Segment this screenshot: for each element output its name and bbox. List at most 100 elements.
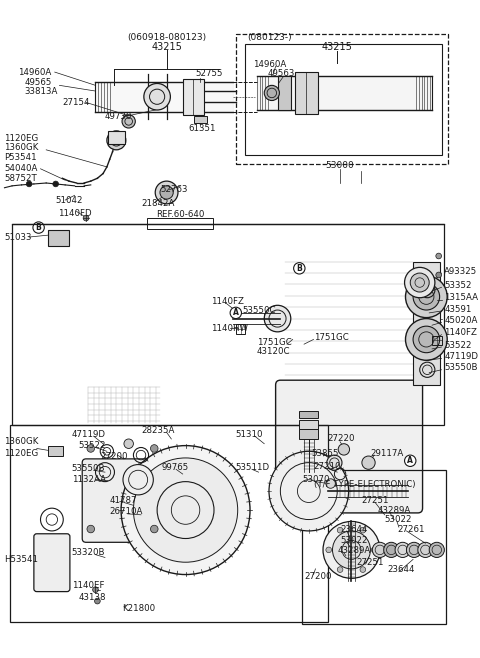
Text: (080123-): (080123-): [247, 34, 292, 43]
Text: (T/F TYPE-ELECTRONIC): (T/F TYPE-ELECTRONIC): [313, 480, 415, 489]
Text: 1140FZ: 1140FZ: [211, 297, 244, 306]
Text: 49730: 49730: [105, 112, 132, 121]
Circle shape: [151, 525, 158, 533]
FancyBboxPatch shape: [34, 534, 70, 592]
Text: 33813A: 33813A: [24, 87, 58, 95]
Circle shape: [151, 445, 158, 452]
Circle shape: [327, 455, 342, 470]
Text: 23644: 23644: [340, 524, 368, 534]
Text: 51033: 51033: [4, 232, 32, 241]
Text: 23644: 23644: [387, 565, 415, 574]
Text: 53022: 53022: [384, 515, 412, 524]
Text: 99765: 99765: [162, 463, 189, 472]
Text: 53320B: 53320B: [72, 548, 105, 557]
Text: B: B: [36, 223, 41, 232]
Circle shape: [123, 465, 153, 495]
Circle shape: [418, 542, 433, 557]
Circle shape: [107, 131, 126, 150]
Text: 53070: 53070: [302, 475, 330, 484]
Circle shape: [372, 542, 387, 557]
Circle shape: [410, 273, 429, 292]
Bar: [245, 43, 442, 155]
Text: 1751GC: 1751GC: [313, 333, 348, 342]
Text: 53550B: 53550B: [444, 363, 478, 372]
Bar: [48, 445, 63, 456]
Bar: [183, 79, 204, 114]
Circle shape: [429, 542, 444, 557]
Text: 53000: 53000: [326, 161, 354, 170]
Bar: [432, 336, 442, 345]
Text: (060918-080123): (060918-080123): [127, 34, 206, 43]
Text: 1315AA: 1315AA: [444, 293, 479, 302]
FancyBboxPatch shape: [82, 459, 166, 542]
Text: A: A: [233, 309, 239, 317]
Text: 29117A: 29117A: [371, 449, 404, 458]
Bar: [12, 224, 444, 425]
Bar: [236, 34, 448, 164]
Circle shape: [87, 525, 95, 533]
Text: 1140HW: 1140HW: [211, 324, 248, 332]
Text: 47119D: 47119D: [444, 352, 479, 361]
Bar: [10, 425, 328, 622]
Text: 1140FD: 1140FD: [58, 209, 91, 218]
Text: 27200: 27200: [100, 453, 128, 461]
Circle shape: [436, 272, 442, 278]
Text: 27251: 27251: [361, 496, 388, 505]
Circle shape: [360, 567, 366, 572]
Circle shape: [83, 215, 89, 221]
Bar: [194, 116, 207, 123]
Text: 1140FZ: 1140FZ: [444, 328, 477, 338]
FancyBboxPatch shape: [276, 380, 422, 513]
Text: 58752T: 58752T: [4, 174, 37, 183]
Text: REF.60-640: REF.60-640: [156, 210, 204, 219]
Circle shape: [333, 531, 371, 569]
Circle shape: [406, 318, 447, 361]
Circle shape: [395, 542, 410, 557]
Text: 27220: 27220: [328, 434, 355, 443]
Text: A: A: [408, 456, 413, 465]
Circle shape: [326, 547, 332, 553]
Text: 1120EG: 1120EG: [4, 449, 39, 458]
Circle shape: [124, 439, 133, 449]
Text: 27261: 27261: [397, 524, 424, 534]
Bar: [300, 420, 318, 430]
Bar: [48, 230, 69, 245]
Text: K21800: K21800: [122, 604, 155, 613]
Circle shape: [323, 521, 380, 578]
Text: 53550C: 53550C: [242, 307, 276, 315]
Text: 27251: 27251: [356, 558, 384, 567]
Circle shape: [362, 456, 375, 469]
Circle shape: [155, 181, 178, 204]
Text: 1360GK: 1360GK: [4, 143, 39, 153]
Text: 1360GK: 1360GK: [4, 438, 39, 446]
Text: 26710A: 26710A: [110, 507, 143, 517]
Text: 52763: 52763: [160, 185, 188, 194]
Bar: [108, 131, 125, 144]
Text: 54040A: 54040A: [4, 164, 38, 173]
Circle shape: [405, 267, 435, 297]
Circle shape: [406, 276, 447, 318]
Text: 43289A: 43289A: [337, 546, 371, 555]
Bar: [295, 72, 318, 114]
Circle shape: [121, 445, 250, 574]
Text: B: B: [297, 264, 302, 273]
Text: 45020A: 45020A: [444, 316, 478, 325]
Text: A93325: A93325: [444, 266, 478, 276]
Circle shape: [264, 305, 291, 332]
Text: 43215: 43215: [151, 42, 182, 53]
Text: 1132AA: 1132AA: [72, 475, 106, 484]
Circle shape: [413, 284, 440, 310]
Text: 51310: 51310: [236, 430, 264, 439]
Text: 43120C: 43120C: [257, 347, 290, 356]
Text: 41787: 41787: [110, 496, 137, 505]
Circle shape: [122, 114, 135, 128]
Text: 53522: 53522: [78, 441, 106, 450]
Text: 53022: 53022: [340, 536, 368, 545]
Circle shape: [294, 263, 305, 274]
Text: 53511D: 53511D: [236, 463, 270, 472]
Text: 61351: 61351: [189, 124, 216, 134]
Text: 52755: 52755: [195, 70, 223, 78]
Bar: [277, 76, 291, 110]
Text: 53855: 53855: [312, 449, 339, 458]
Circle shape: [405, 455, 416, 467]
